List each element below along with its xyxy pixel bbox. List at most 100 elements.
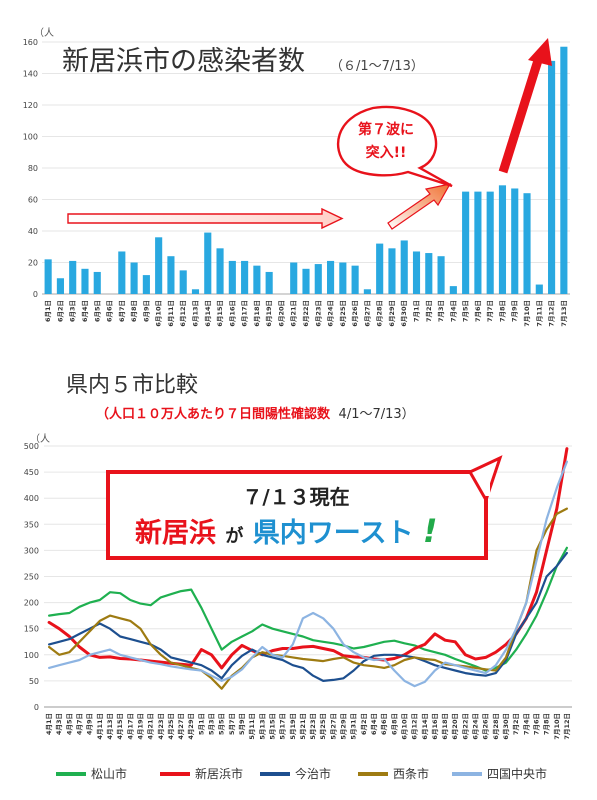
bottom-x-tick-label: 5月27日 — [329, 713, 337, 740]
top-x-tick-label: 6月2日 — [56, 300, 64, 322]
top-x-tick-label: 6月11日 — [167, 300, 175, 327]
bottom-x-tick-label: 5月19日 — [289, 713, 297, 740]
top-x-tick-label: 6月26日 — [351, 300, 359, 327]
bottom-y-tick-label: 400 — [24, 494, 39, 503]
top-x-tick-label: 7月1日 — [413, 300, 421, 322]
top-y-unit: （人 — [34, 27, 54, 39]
bar-7月5日 — [462, 191, 470, 294]
top-x-tick-label: 6月19日 — [265, 300, 273, 327]
top-x-tick-labels: 6月1日 6月2日 6月3日 6月4日 6月5日 6月6日 6月7日 6月8日 6月9日 6月10… — [44, 300, 568, 327]
top-chart-subtitle: （６/1〜7/13） — [330, 59, 424, 74]
bottom-x-tick-label: 4月5日 — [65, 713, 73, 735]
worst-callout-pointer — [467, 455, 503, 504]
callout-exclaim: ! — [423, 512, 438, 550]
bottom-x-tick-label: 4月21日 — [147, 713, 155, 740]
bottom-x-tick-label: 4月25日 — [167, 713, 175, 740]
top-x-tick-label: 6月3日 — [69, 300, 77, 322]
bottom-y-unit: （人 — [30, 433, 50, 445]
top-x-tick-label: 6月21日 — [290, 300, 298, 327]
legend-item-西条市: 西条市 — [358, 766, 429, 781]
bottom-x-tick-label: 4月9日 — [86, 713, 94, 735]
bottom-x-tick-label: 4月15日 — [116, 713, 124, 740]
bottom-x-tick-label: 5月13日 — [258, 713, 266, 740]
bottom-x-tick-label: 6月20日 — [451, 713, 459, 740]
bar-7月1日 — [412, 251, 421, 294]
rising-orange-arrow — [387, 183, 452, 230]
top-x-tick-label: 6月1日 — [44, 300, 52, 322]
bottom-x-tick-label: 4月3日 — [55, 713, 63, 735]
bar-7月10日 — [523, 193, 531, 294]
bar-6月9日 — [142, 275, 150, 294]
bottom-y-tick-label: 200 — [24, 599, 39, 608]
top-x-tick-label: 6月25日 — [339, 300, 347, 327]
top-x-tick-label: 6月17日 — [241, 300, 249, 327]
bar-7月6日 — [474, 191, 482, 294]
top-x-tick-label: 7月5日 — [462, 300, 470, 322]
bar-6月10日 — [155, 237, 163, 294]
callout-city-red: 新居浜 — [135, 517, 216, 549]
bottom-x-tick-label: 6月12日 — [411, 713, 419, 740]
top-x-tick-label: 7月4日 — [449, 300, 457, 322]
bottom-x-tick-label: 6月10日 — [400, 713, 408, 740]
callout-ga: が — [225, 525, 243, 547]
bottom-x-tick-label: 7月2日 — [512, 713, 520, 735]
bottom-series-lines — [47, 447, 569, 690]
bottom-x-tick-label: 4月11日 — [96, 713, 104, 740]
surge-red-arrowhead — [528, 38, 552, 66]
bar-6月13日 — [191, 289, 200, 294]
bottom-x-tick-label: 6月18日 — [441, 713, 449, 740]
top-x-tick-label: 7月2日 — [425, 300, 433, 322]
bar-7月13日 — [560, 46, 568, 294]
legend-label: 今治市 — [295, 766, 331, 781]
top-bar-chart: （人 新居浜市の感染者数 （６/1〜7/13） 0 20 40 60 80 100 120 1… — [23, 27, 570, 327]
bottom-x-tick-label: 4月19日 — [136, 713, 144, 740]
bottom-x-tick-label: 6月4日 — [370, 713, 378, 735]
top-y-tick-label: 140 — [23, 70, 38, 79]
wave-annotation-line1: 第７波に — [358, 121, 414, 138]
bar-6月29日 — [388, 248, 396, 294]
bar-6月30日 — [400, 240, 408, 294]
bar-6月4日 — [81, 268, 89, 294]
bar-6月24日 — [326, 260, 335, 294]
callout-worst-blue: 県内ワースト — [253, 518, 414, 549]
bottom-y-tick-label: 150 — [24, 625, 39, 634]
top-chart-title: 新居浜市の感染者数 — [62, 46, 305, 77]
bar-7月8日 — [498, 185, 507, 294]
bar-6月26日 — [351, 265, 359, 294]
top-x-tick-label: 6月27日 — [363, 300, 371, 327]
top-x-tick-label: 6月30日 — [400, 300, 408, 327]
wave-speech-bubble — [337, 105, 453, 188]
top-x-tick-label: 6月5日 — [93, 300, 101, 322]
top-x-tick-label: 6月8日 — [130, 300, 138, 322]
worst-callout-box — [106, 470, 488, 560]
top-x-tick-label: 7月8日 — [498, 300, 506, 322]
top-x-tick-label: 6月16日 — [228, 300, 236, 327]
surge-red-arrow — [498, 52, 545, 174]
bottom-x-tick-label: 5月21日 — [299, 713, 307, 740]
top-x-tick-label: 6月7日 — [118, 300, 126, 322]
bottom-line-chart: 県内５市比較 （人口１０万人あたり７日間陽性確認数 4/1〜7/13） （人 0… — [24, 373, 572, 781]
bar-7月2日 — [425, 253, 433, 294]
bottom-chart-title: 県内５市比較 — [66, 373, 198, 398]
bar-7月4日 — [449, 286, 457, 294]
bottom-x-tick-label: 6月30日 — [502, 713, 510, 740]
bottom-x-tick-label: 6月6日 — [380, 713, 388, 735]
top-x-tick-label: 6月23日 — [314, 300, 322, 327]
legend-label: 新居浜市 — [195, 766, 243, 781]
legend-label: 四国中央市 — [487, 766, 547, 781]
bar-6月23日 — [314, 264, 322, 294]
bottom-x-tick-label: 7月10日 — [553, 713, 561, 740]
top-y-tick-label: 120 — [23, 101, 38, 110]
bar-6月8日 — [130, 262, 138, 294]
top-y-tick-label: 160 — [23, 38, 38, 47]
top-x-tick-label: 6月12日 — [179, 300, 187, 327]
legend-item-今治市: 今治市 — [260, 766, 331, 781]
series-line-松山市 — [47, 546, 569, 672]
callout-worst-line: 新居浜 が 県内ワースト ! — [135, 512, 437, 550]
bottom-x-tick-label: 6月8日 — [390, 713, 398, 735]
legend-item-松山市: 松山市 — [56, 766, 127, 781]
top-x-tick-label: 6月9日 — [142, 300, 150, 322]
top-x-tick-label: 6月6日 — [106, 300, 114, 322]
bar-6月27日 — [363, 289, 371, 294]
bottom-x-tick-label: 7月8日 — [543, 713, 551, 735]
